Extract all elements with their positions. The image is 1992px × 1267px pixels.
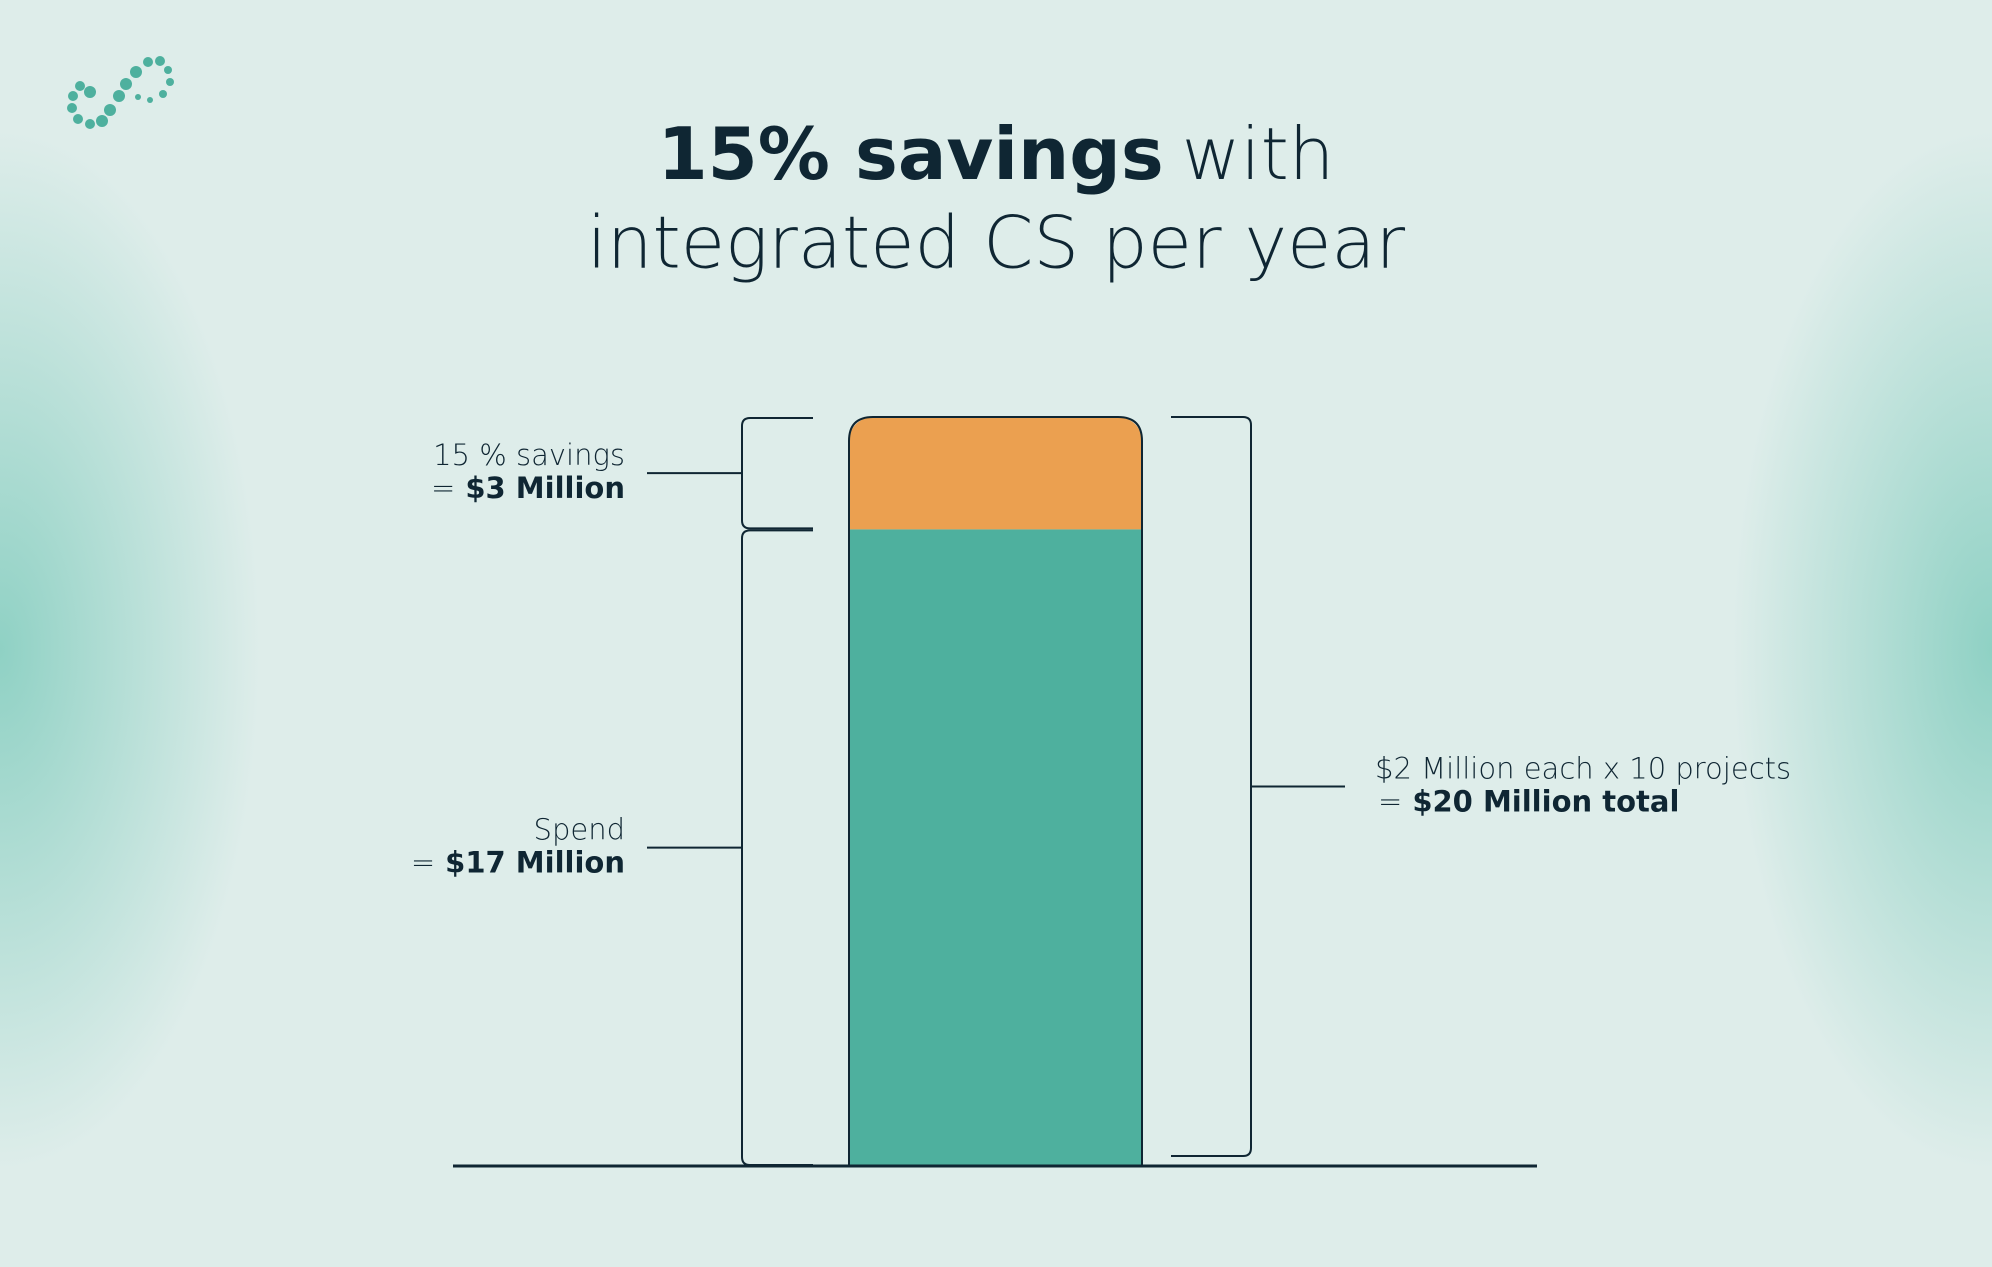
segment-name: 15 % savings	[433, 438, 625, 472]
title-rest: with	[1182, 112, 1335, 196]
equals: =	[1378, 785, 1402, 819]
bar-segment	[849, 417, 1142, 530]
segment-value: = $17 Million	[411, 846, 625, 880]
logo	[67, 56, 174, 129]
total-label: $2 Million each x 10 projects	[1375, 752, 1791, 786]
equals: =	[431, 471, 455, 505]
segment-value: = $3 Million	[431, 471, 625, 505]
bracket	[741, 529, 813, 1166]
value-label: $3 Million	[465, 471, 625, 505]
equals: =	[411, 846, 435, 880]
total-value-label: $20 Million total	[1412, 785, 1679, 819]
bracket	[741, 417, 813, 530]
bar-segment	[849, 529, 1142, 1166]
total-bracket	[1171, 416, 1252, 1157]
total-value: = $20 Million total	[1378, 785, 1679, 819]
value-label: $17 Million	[445, 846, 625, 880]
segment-name: Spend	[534, 813, 625, 847]
chart-title-line2: integrated CS per year	[587, 201, 1406, 285]
bar-outline	[848, 416, 1143, 1166]
title-bold: 15% savings	[658, 112, 1164, 196]
chart-title: 15% savings with	[658, 112, 1335, 196]
bar-stack	[849, 417, 1142, 1166]
